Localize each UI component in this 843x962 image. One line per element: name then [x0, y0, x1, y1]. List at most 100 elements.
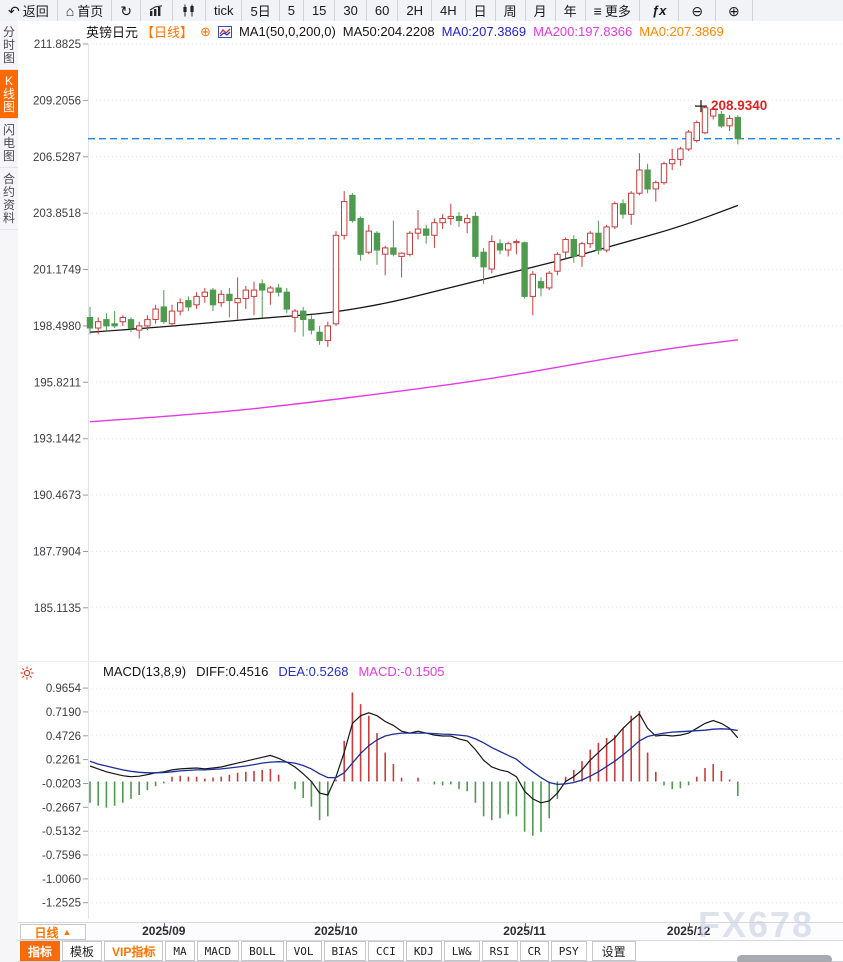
toolbar-item-home[interactable]: ⌂ 首页	[58, 0, 113, 21]
sidebar-item-kline-chart[interactable]: K线图	[0, 70, 18, 119]
sidebar-item-lightning-chart[interactable]: 闪电图	[0, 119, 18, 168]
month-label: 2025/11	[503, 924, 546, 938]
tab-cr[interactable]: CR	[519, 941, 549, 961]
svg-text:-0.5132: -0.5132	[42, 826, 81, 838]
tab-ma[interactable]: MA	[165, 941, 195, 961]
tab-cci[interactable]: CCI	[368, 941, 404, 961]
toolbar-item-month[interactable]: 月	[526, 0, 556, 21]
toolbar-item-back[interactable]: ↶ 返回	[0, 0, 58, 21]
toolbar-item-tick[interactable]: tick	[206, 0, 243, 21]
toolbar-item-label: 30	[343, 3, 358, 18]
svg-text:187.7904: 187.7904	[33, 547, 82, 559]
price-macd-chart: 211.8825 209.2056 206.5287 203.8518 201.1749…	[18, 39, 843, 919]
month-label: 2025/09	[142, 924, 186, 938]
candles-icon	[181, 4, 197, 17]
ma-settings-label: MA1(50,0,200,0)	[238, 24, 336, 39]
tab-vol[interactable]: VOL	[285, 941, 322, 961]
period-selector-label: 日线	[34, 925, 59, 940]
macd-dea-value: DEA:0.5268	[278, 664, 349, 679]
toolbar: ↶ 返回 ⌂ 首页 ↻ tick 5日 5 15 30 60 2H 4H 日 周月年 ≡ 更多 ƒx ⊖ ⊕	[0, 0, 843, 22]
ma0-orange-value: MA0:207.3869	[639, 24, 724, 39]
svg-text:0.4726: 0.4726	[46, 731, 81, 743]
zoom-out-icon: ⊖	[691, 2, 704, 19]
svg-text:185.1135: 185.1135	[34, 603, 81, 615]
ma200-value: MA200:197.8366	[533, 24, 633, 39]
tab-kdj[interactable]: KDJ	[405, 941, 442, 961]
menu-icon: ≡	[593, 2, 602, 19]
macd-diff-value: DIFF:0.4516	[196, 664, 269, 679]
month-tick	[336, 923, 337, 927]
tab-rsi[interactable]: RSI	[481, 941, 518, 961]
mini-chart-icon	[217, 25, 232, 38]
toolbar-item-15[interactable]: 15	[304, 0, 336, 21]
svg-text:-1.2525: -1.2525	[42, 898, 81, 910]
macd-title: MACD(13,8,9)	[103, 664, 187, 679]
zoom-in-icon: ⊕	[728, 2, 740, 19]
toolbar-item-2h[interactable]: 2H	[398, 0, 432, 21]
toolbar-item-zoom-out[interactable]: ⊖	[679, 0, 717, 21]
svg-text:190.4673: 190.4673	[33, 490, 81, 502]
toolbar-item-label: 日	[473, 4, 487, 19]
sidebar-item-time-chart[interactable]: 分时图	[0, 21, 18, 70]
toolbar-item-candles[interactable]	[173, 0, 206, 21]
toolbar-item-fx[interactable]: ƒx	[640, 0, 680, 21]
svg-text:0.2261: 0.2261	[46, 755, 81, 767]
macd-hist-value: MACD:-0.1505	[358, 664, 445, 679]
tab-macd[interactable]: MACD	[196, 941, 240, 961]
svg-text:-0.7596: -0.7596	[42, 850, 81, 862]
ma50-line	[89, 204, 739, 333]
toolbar-item-label: 4H	[439, 3, 457, 18]
svg-text:209.2056: 209.2056	[33, 95, 81, 107]
peak-price-tag: 208.9340	[711, 98, 767, 113]
tab-templates[interactable]: 模板	[62, 941, 103, 961]
svg-text:-0.2667: -0.2667	[42, 802, 81, 814]
month-tick	[163, 923, 165, 927]
indicator-settings-icon[interactable]	[20, 666, 34, 685]
ma200-line	[89, 339, 739, 423]
toolbar-item-label: 周	[503, 4, 517, 19]
svg-text:0.7190: 0.7190	[46, 707, 81, 719]
tab-bias[interactable]: BIAS	[323, 941, 366, 961]
toolbar-item-day[interactable]: 日	[466, 0, 496, 21]
tab-psy[interactable]: PSY	[550, 941, 587, 961]
toolbar-item-60[interactable]: 60	[367, 0, 399, 21]
svg-text:0.9654: 0.9654	[46, 683, 82, 695]
chevron-up-icon: ▲	[62, 927, 72, 937]
sidebar: 分时图 K线图 闪电图 合约资料	[0, 21, 19, 962]
indicator-tabbar: 指标 模板 VIP指标 MA MACD BOLL VOL BIAS CCI KDJ LW& RSI CR…	[18, 941, 843, 962]
macd-axis-labels: 0.9654 0.7190 0.4726 0.2261 -0.0203 -0.2667 -0…	[42, 683, 88, 910]
svg-text:203.8518: 203.8518	[33, 208, 81, 220]
toolbar-item-refresh[interactable]: ↻	[112, 0, 141, 21]
peak-cross-marker	[695, 100, 707, 113]
toolbar-item-30[interactable]: 30	[335, 0, 367, 21]
price-axis-labels: 211.8825 209.2056 206.5287 203.8518 201.1749…	[33, 39, 88, 615]
svg-text:206.5287: 206.5287	[33, 152, 81, 164]
month-label: 2025/12	[666, 924, 711, 938]
tab-indicators[interactable]: 指标	[20, 941, 61, 961]
toolbar-item-5d[interactable]: 5日	[242, 0, 280, 21]
toolbar-item-label: tick	[213, 3, 234, 18]
toolbar-item-zoom-in[interactable]: ⊕	[716, 0, 753, 21]
sidebar-item-contract-info[interactable]: 合约资料	[0, 168, 18, 230]
refresh-icon: ↻	[120, 2, 132, 19]
add-compare-icon[interactable]: ⊕	[200, 23, 211, 39]
horizontal-scrollbar-thumb[interactable]	[737, 955, 832, 962]
chart-area: 211.8825 209.2056 206.5287 203.8518 201.1749…	[18, 21, 843, 922]
toolbar-item-more[interactable]: ≡ 更多	[586, 0, 640, 21]
toolbar-item-year[interactable]: 年	[556, 0, 586, 21]
toolbar-item-chart[interactable]	[141, 0, 173, 21]
svg-text:211.8825: 211.8825	[34, 39, 81, 51]
fx-icon: ƒx	[651, 3, 667, 18]
toolbar-item-week[interactable]: 周	[496, 0, 526, 21]
tab-boll[interactable]: BOLL	[241, 941, 284, 961]
tab-settings[interactable]: 设置	[591, 941, 636, 961]
macd-histogram	[89, 692, 739, 836]
toolbar-item-4h[interactable]: 4H	[432, 0, 466, 21]
toolbar-item-label: 年	[563, 4, 577, 19]
toolbar-item-5[interactable]: 5	[280, 0, 304, 21]
x-axis-strip: 日线 ▲ 2025/09 2025/10 2025/11 2025/12	[18, 922, 843, 941]
tab-lw[interactable]: LW&	[443, 941, 480, 961]
tab-vip-indicators[interactable]: VIP指标	[104, 941, 164, 961]
period-selector[interactable]: 日线 ▲	[20, 924, 86, 940]
